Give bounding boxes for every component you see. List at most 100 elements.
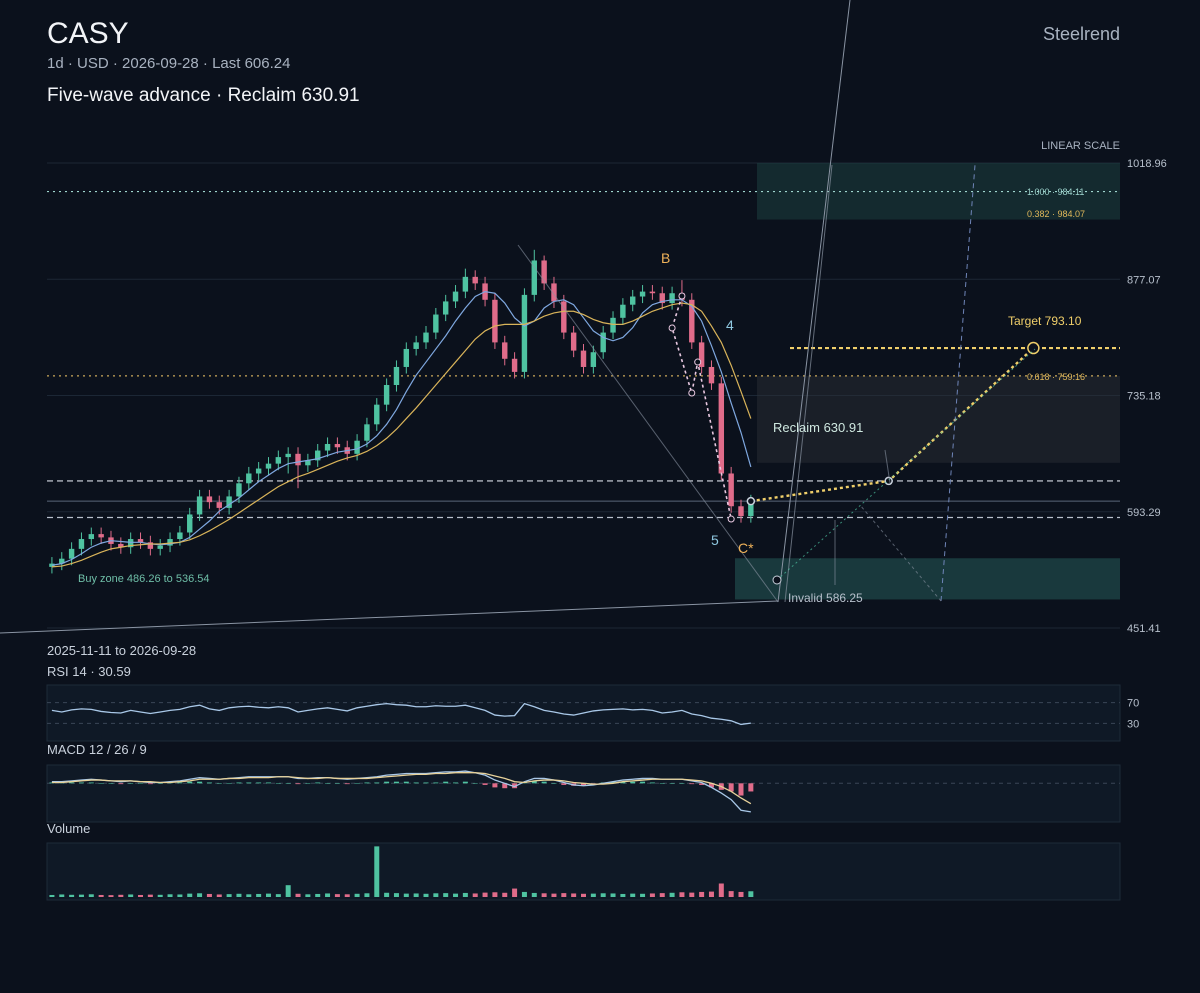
macd-title: MACD 12 / 26 / 9: [47, 742, 147, 757]
y-tick-label: 70: [1127, 698, 1139, 710]
histogram-bar: [226, 783, 232, 784]
histogram-bar: [344, 783, 350, 785]
projection-point: [746, 496, 756, 506]
histogram-bar: [551, 783, 557, 784]
candle-body: [118, 543, 124, 548]
volume-bar: [561, 893, 567, 897]
volume-bar: [423, 893, 429, 897]
histogram-bar: [88, 782, 94, 784]
volume-bar: [581, 893, 586, 897]
candle-body: [433, 314, 439, 333]
volume-bar: [600, 893, 606, 897]
candle-body: [206, 496, 213, 503]
target-label: Target 793.10: [1008, 314, 1082, 328]
volume-bar: [384, 892, 390, 897]
volume-bar: [541, 893, 547, 897]
scale-label: LINEAR SCALE: [1041, 140, 1120, 152]
histogram-bar: [98, 783, 104, 784]
candle-body: [236, 483, 242, 497]
volume-bar: [453, 893, 459, 897]
volume-bar: [521, 891, 527, 897]
volume-bar: [472, 893, 478, 897]
candle-body: [275, 457, 282, 464]
candle-body: [187, 514, 193, 533]
histogram-bar: [679, 783, 685, 784]
candle-body: [246, 473, 252, 484]
candle-body: [462, 276, 469, 292]
candle-body: [639, 291, 646, 297]
volume-bar: [699, 891, 705, 897]
histogram-bar: [689, 783, 695, 785]
histogram-bar: [384, 781, 390, 784]
fib-label: 0.382 · 984.07: [1027, 209, 1085, 219]
candle-body: [728, 473, 734, 507]
volume-bar: [295, 893, 301, 897]
histogram-bar: [147, 783, 153, 785]
candle-body: [452, 291, 459, 302]
candle-body: [718, 383, 725, 474]
volume-bar: [374, 846, 380, 897]
candle-body: [98, 534, 104, 538]
volume-bar: [462, 892, 468, 897]
histogram-bar: [393, 781, 399, 784]
histogram-bar: [748, 783, 754, 792]
histogram-bar: [502, 783, 508, 789]
y-tick-label: 735.18: [1127, 391, 1161, 403]
candle-body: [354, 440, 360, 454]
volume-bar: [108, 895, 114, 897]
histogram-bar: [354, 783, 360, 784]
histogram-bar: [305, 783, 311, 784]
volume-bar: [708, 891, 714, 897]
candle-body: [492, 299, 498, 343]
wave-label: C*: [738, 540, 754, 556]
histogram-bar: [541, 781, 547, 784]
invalid-label: Invalid 586.25: [788, 591, 863, 605]
histogram-bar: [472, 783, 478, 784]
candle-body: [472, 276, 478, 284]
volume-bar: [334, 894, 340, 897]
buy-zone-label: Buy zone 486.26 to 536.54: [78, 573, 210, 585]
volume-bar: [256, 893, 262, 897]
volume-bar: [275, 894, 281, 897]
y-tick-label: 877.07: [1127, 274, 1161, 286]
histogram-bar: [128, 783, 134, 784]
y-tick-label: 593.29: [1127, 507, 1161, 519]
histogram-bar: [364, 782, 370, 784]
volume-bar: [640, 893, 646, 897]
volume-bar: [147, 894, 153, 897]
candle-body: [177, 532, 183, 540]
histogram-bar: [433, 782, 439, 784]
volume-bar: [364, 893, 370, 897]
histogram-bar: [482, 783, 488, 785]
candle-body: [295, 453, 301, 466]
candle-body: [157, 545, 163, 549]
candle-body: [630, 296, 636, 305]
histogram-bar: [315, 782, 321, 784]
volume-bar: [315, 893, 321, 897]
subtitle: 1d · USD · 2026-09-28 · Last 606.24: [47, 55, 290, 72]
volume-bar: [620, 893, 626, 897]
volume-bar: [738, 891, 744, 897]
fan-line: [859, 504, 942, 602]
histogram-bar: [413, 782, 419, 784]
candle-body: [226, 496, 232, 508]
volume-bar: [492, 892, 498, 897]
fan-line: [0, 600, 779, 634]
candle-body: [78, 539, 85, 549]
volume-bar: [393, 893, 399, 897]
histogram-bar: [187, 781, 193, 784]
volume-bar: [610, 893, 616, 897]
volume-bar: [98, 894, 104, 897]
candle-body: [551, 283, 557, 302]
fan-line: [884, 449, 891, 484]
histogram-bar: [640, 781, 646, 784]
volume-bar: [728, 891, 734, 897]
candle-body: [305, 460, 311, 466]
volume-bar: [689, 892, 695, 897]
candle-body: [423, 332, 429, 343]
candle-body: [620, 304, 626, 318]
candle-body: [649, 291, 656, 294]
wave-point: [678, 292, 686, 300]
